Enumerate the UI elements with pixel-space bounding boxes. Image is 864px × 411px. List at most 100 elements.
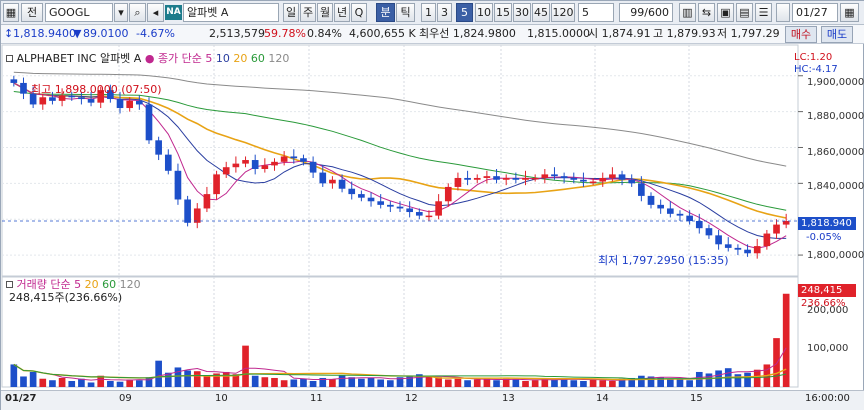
interval-select[interactable]: 5: [578, 3, 614, 22]
high-annotation: 최고 1,898.0000 (07:50): [31, 83, 162, 96]
arrows-icon[interactable]: ⇆: [698, 3, 715, 22]
volume-bar: [676, 379, 684, 387]
amount-value: 4,600,655 K: [349, 27, 416, 40]
minute-5[interactable]: 5: [456, 3, 473, 22]
volume-bar: [502, 378, 510, 387]
chart-menu-icon[interactable]: ▦: [3, 3, 19, 22]
volume-bar: [444, 379, 452, 387]
minute-3[interactable]: 3: [437, 3, 452, 22]
volume-bar: [184, 370, 191, 387]
candle-body: [367, 197, 375, 202]
volume-bar: [29, 371, 37, 387]
volume-bar: [531, 380, 539, 387]
x-label: 12: [405, 393, 418, 404]
search-icon[interactable]: ⌕: [129, 3, 146, 22]
candle-body: [116, 99, 124, 109]
change-value: 89.0100: [83, 27, 129, 40]
y-tick: 1,860,0000: [807, 147, 864, 158]
period-tick[interactable]: 틱: [396, 3, 415, 22]
minute-120[interactable]: 120: [551, 3, 575, 22]
lock-icon[interactable]: ▣: [717, 3, 734, 22]
candle-body: [300, 158, 307, 162]
candle-body: [502, 177, 510, 180]
candle-body: [744, 249, 751, 254]
period-month[interactable]: 월: [317, 3, 333, 22]
period-minute[interactable]: 분: [376, 3, 395, 22]
ma20-line: [13, 82, 787, 219]
minute-10[interactable]: 10: [475, 3, 493, 22]
period-year[interactable]: 년: [334, 3, 350, 22]
high-price: 고 1,879.93: [653, 27, 716, 40]
price-legend: ALPHABET INC 알파벳 A ● 종가 단순 5 10 20 60 12…: [6, 52, 289, 65]
candle-body: [599, 177, 607, 182]
calendar-icon[interactable]: ▦: [840, 3, 859, 22]
volume-bar: [686, 380, 693, 387]
candle-body: [261, 165, 269, 169]
candle-body: [415, 212, 423, 216]
symbol-dropdown-icon[interactable]: ▾: [114, 3, 128, 22]
symbol-name-field: 알파벳 A: [183, 3, 279, 22]
settings-icon[interactable]: ☰: [755, 3, 772, 22]
volume-bar: [638, 375, 645, 387]
market-button[interactable]: 전: [21, 3, 43, 22]
symbol-input[interactable]: GOOGL: [45, 3, 113, 22]
volume-bar: [193, 371, 201, 387]
volume-legend: 거래량 단순 5 20 60 120: [6, 278, 141, 291]
volume-value: 2,513,579: [209, 27, 265, 40]
time-axis: 01/27 09 10 11 12 13 14 15 16:00:00: [1, 390, 864, 410]
hc-label: HC:-4.17: [794, 64, 838, 75]
volume-ma60-line: [13, 363, 787, 380]
candle-body: [560, 176, 568, 178]
best-ask: 1,815.0000: [527, 27, 590, 40]
volume-bar: [20, 376, 27, 387]
date-field[interactable]: 01/27: [792, 3, 838, 22]
volume-bar: [58, 377, 66, 387]
candle-body: [309, 161, 317, 173]
minute-1[interactable]: 1: [421, 3, 436, 22]
period-day[interactable]: 일: [283, 3, 299, 22]
volume-bar: [338, 374, 346, 387]
period-week[interactable]: 주: [300, 3, 316, 22]
grid-icon[interactable]: ▥: [679, 3, 696, 22]
candle-body: [773, 224, 780, 234]
quote-bar: ↕ 1,818.9400 ▼ 89.0100 -4.67% 2,513,579 …: [1, 25, 864, 44]
candle-body: [570, 177, 578, 180]
candle-body: [164, 154, 172, 171]
candle-body: [49, 97, 56, 101]
minute-45[interactable]: 45: [532, 3, 550, 22]
candle-body: [58, 95, 66, 101]
best-bid: 최우선 1,824.9800: [419, 27, 516, 40]
candle-body: [387, 204, 394, 207]
volume-bar: [271, 377, 278, 387]
last-price: 1,818.9400: [13, 27, 76, 40]
minute-15[interactable]: 15: [494, 3, 512, 22]
vma20-label: 20: [84, 278, 99, 291]
volume-y-tick: 200,000: [807, 305, 849, 316]
volume-bar: [78, 378, 85, 387]
symbol-title: ALPHABET INC 알파벳 A: [16, 52, 142, 65]
sell-button[interactable]: 매도: [821, 26, 853, 43]
checkbox[interactable]: [776, 3, 790, 22]
count-field[interactable]: 99/600: [619, 3, 673, 22]
volume-bar: [49, 380, 56, 387]
period-quarter[interactable]: Q: [351, 3, 367, 22]
candle-body: [628, 179, 636, 184]
volume-bar: [174, 367, 182, 387]
save-icon[interactable]: ▤: [736, 3, 753, 22]
candle-body: [657, 204, 664, 209]
candle-body: [358, 194, 365, 198]
turnover-rate: 0.84%: [307, 27, 342, 40]
candle-body: [493, 176, 500, 180]
volume-label: 거래량 단순: [16, 278, 71, 291]
ma120-line: [13, 71, 787, 167]
volume-bar: [10, 364, 18, 387]
buy-button[interactable]: 매수: [785, 26, 817, 43]
volume-bar: [164, 372, 172, 387]
minute-30[interactable]: 30: [513, 3, 531, 22]
candle-body: [483, 176, 491, 178]
speaker-icon[interactable]: ◂: [147, 3, 164, 22]
vma60-label: 60: [102, 278, 117, 291]
volume-bar: [377, 379, 385, 387]
low-annotation: 최저 1,797.2950 (15:35): [598, 254, 729, 267]
